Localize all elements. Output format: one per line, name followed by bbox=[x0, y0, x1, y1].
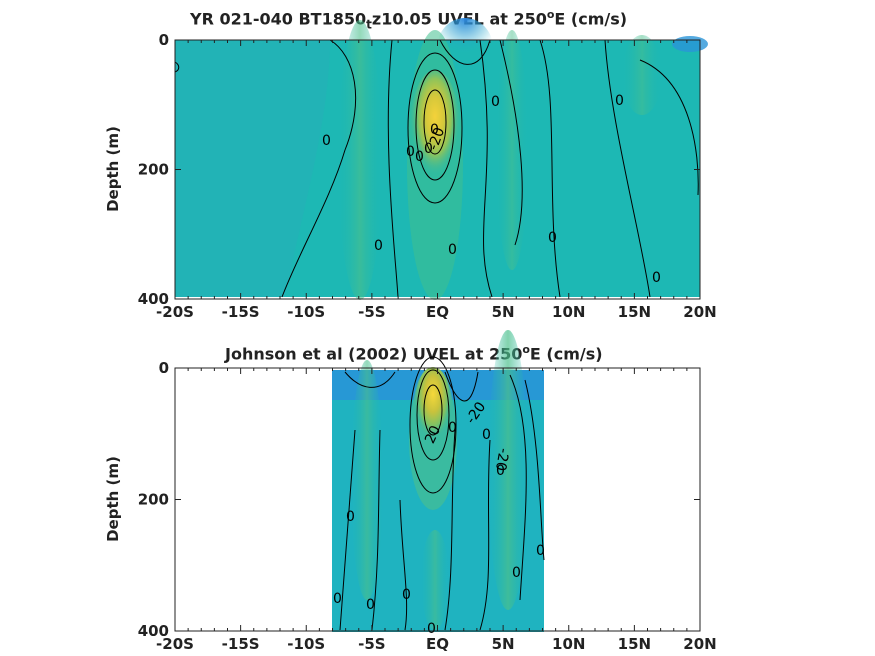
panel2-contour-4 bbox=[344, 371, 396, 388]
panel2-contour-9 bbox=[444, 429, 456, 631]
panel1-clabel: 0 bbox=[548, 230, 557, 246]
panel2-contour-10 bbox=[479, 439, 491, 631]
panel1-stripe-a bbox=[338, 20, 382, 300]
y-tick-label: 200 bbox=[138, 491, 169, 509]
panel1-contour-1 bbox=[281, 39, 357, 298]
panel2-clabel: 0 bbox=[448, 420, 457, 436]
y-tick-label: 0 bbox=[159, 359, 169, 377]
panel2-contour-5 bbox=[444, 371, 479, 402]
panel1-title-end: E (cm/s) bbox=[554, 9, 628, 29]
panel2-jet-core bbox=[413, 367, 453, 457]
x-tick-label: 5N bbox=[492, 303, 515, 321]
x-tick-label: EQ bbox=[426, 303, 449, 321]
x-tick-label: -10S bbox=[287, 635, 325, 653]
y-tick-label: 0 bbox=[159, 31, 169, 49]
panel1-title-sub: t bbox=[366, 17, 372, 32]
panel1-contour-8 bbox=[407, 52, 463, 204]
panel1-jet-core bbox=[410, 70, 460, 186]
panel1-contour-4 bbox=[499, 39, 523, 246]
x-tick-label: 10N bbox=[552, 635, 585, 653]
panel2-clabel: 0 bbox=[482, 427, 491, 443]
x-tick-label: 15N bbox=[618, 303, 651, 321]
panel1-contour-6 bbox=[604, 39, 651, 298]
panel1-clabel: 0 bbox=[615, 93, 624, 109]
x-tick-label: -15S bbox=[222, 303, 260, 321]
panel1-clabel: 0 bbox=[374, 238, 383, 254]
panel1-stripe-c bbox=[622, 35, 662, 115]
panel1-clabel: -20 bbox=[425, 125, 448, 152]
panel1-xticks: -20S -15S -10S -5S EQ 5N 10N 15N 20N bbox=[156, 40, 717, 321]
panel1-clabel: 0 bbox=[491, 94, 500, 110]
panel2-title-end: E (cm/s) bbox=[529, 344, 603, 364]
panel2-clabel: 0 bbox=[536, 543, 545, 559]
panel2-title-main: Johnson et al (2002) UVEL at 250 bbox=[225, 344, 523, 364]
panel1-contour-10 bbox=[423, 89, 447, 155]
panel2: 20 -20 0 0 0 -20 0 0 0 0 0 0 0 -20S -15S -… bbox=[138, 330, 717, 653]
x-tick-label: 15N bbox=[618, 635, 651, 653]
panel2-clabel: 0 bbox=[427, 621, 436, 637]
x-tick-label: -15S bbox=[222, 635, 260, 653]
panel1-clabel: 0 bbox=[448, 242, 457, 258]
panel2-clabel: 20 bbox=[422, 423, 444, 446]
panel2-contour-1 bbox=[409, 356, 457, 494]
panel2-clabel: 0 bbox=[346, 509, 355, 525]
panel2-contour-12 bbox=[524, 379, 545, 561]
panel1-contour-3 bbox=[479, 39, 493, 298]
panel2-clabel: 0 bbox=[512, 565, 521, 581]
panel2-clabel: 0 bbox=[333, 591, 342, 607]
panel2-contour-3 bbox=[423, 384, 443, 436]
x-tick-label: 20N bbox=[683, 635, 716, 653]
panel1-clabel: 0 bbox=[406, 144, 415, 160]
panel1-field bbox=[174, 18, 708, 300]
panel1-clabel: 0 bbox=[430, 122, 439, 138]
x-tick-label: 20N bbox=[683, 303, 716, 321]
panel1-field-west bbox=[175, 40, 330, 297]
panel2-clabel: 0 bbox=[496, 463, 505, 479]
panel2-title: Johnson et al (2002) UVEL at 250oE (cm/s… bbox=[225, 343, 603, 363]
panel2-contour-2 bbox=[416, 369, 450, 461]
x-tick-label: 5N bbox=[492, 635, 515, 653]
panel1-contour-2 bbox=[387, 39, 399, 298]
panel1-clabel: 0 bbox=[652, 270, 661, 286]
x-tick-label: -20S bbox=[156, 635, 194, 653]
x-tick-label: -10S bbox=[287, 303, 325, 321]
x-tick-label: -20S bbox=[156, 303, 194, 321]
panel2-contour-11 bbox=[509, 374, 527, 601]
panel1-yticks: 0 200 400 bbox=[138, 31, 700, 308]
x-tick-label: 10N bbox=[552, 303, 585, 321]
x-tick-label: EQ bbox=[426, 635, 449, 653]
panel1-blue-right bbox=[672, 36, 708, 52]
panel1-contour-12 bbox=[439, 39, 491, 65]
y-tick-label: 400 bbox=[138, 290, 169, 308]
panel2-field bbox=[332, 330, 545, 632]
panel2-clabel: 0 bbox=[366, 597, 375, 613]
panel1-title-main: YR 021-040 BT1850 bbox=[190, 9, 367, 29]
panel1-contour-7 bbox=[639, 59, 699, 196]
panel2-title-sup: o bbox=[522, 343, 530, 356]
panel2-clabel: 0 bbox=[402, 587, 411, 603]
y-tick-label: 200 bbox=[138, 161, 169, 179]
panel2-contour-6 bbox=[339, 429, 356, 631]
panel1-contour-11 bbox=[174, 61, 180, 73]
panel2-contour-7 bbox=[371, 429, 381, 631]
panel1-contour-9 bbox=[415, 69, 455, 181]
panel1-title-sup: o bbox=[546, 8, 555, 21]
panel1-contour-labels: 0 0 0 0 0 0 0 0 0 -20 0 0 bbox=[322, 93, 661, 286]
panel1-clabel: 0 bbox=[415, 149, 424, 165]
x-tick-label: -5S bbox=[358, 635, 385, 653]
panel2-contour-8 bbox=[399, 499, 408, 631]
panel1-clabel: 0 bbox=[322, 133, 331, 149]
x-tick-label: -5S bbox=[358, 303, 385, 321]
panel1-clabel: 0 bbox=[424, 141, 433, 157]
panel2-stripe-a bbox=[351, 360, 383, 600]
panel2-clabel: -20 bbox=[492, 447, 512, 472]
panel2-stripe-c bbox=[421, 530, 449, 630]
y-tick-label: 400 bbox=[138, 622, 169, 640]
panel1-contour-5 bbox=[539, 39, 561, 298]
panel1: 0 0 0 0 0 0 0 0 0 -20 0 0 -20S -15S -10S -5… bbox=[138, 18, 717, 321]
panel1-stripe-b bbox=[496, 30, 528, 270]
panel2-xticks: -20S -15S -10S -5S EQ 5N 10N 15N 20N bbox=[156, 368, 717, 653]
